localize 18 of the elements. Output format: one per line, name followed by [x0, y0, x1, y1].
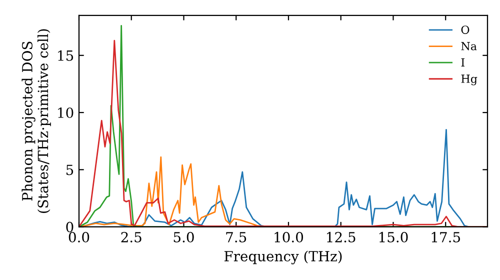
x-tick-label: 12.5: [327, 232, 356, 242]
x-tick-label: 2.5: [121, 232, 142, 242]
x-tick-label: 5.0: [174, 232, 194, 242]
legend-label: Na: [461, 42, 477, 50]
y-tick-label: 5: [66, 164, 74, 176]
legend-label: O: [461, 26, 470, 34]
x-tick-label: 10.0: [274, 232, 304, 242]
x-axis-title: Frequency (THz): [224, 250, 342, 264]
y-tick-label: 0: [66, 222, 74, 232]
x-tick-label: 7.5: [226, 232, 246, 242]
y-tick-label: 15: [58, 50, 74, 61]
legend-label: I: [461, 58, 464, 66]
y-axis-title: Phonon projected DOS (States/THz·primitive cell): [22, 29, 51, 213]
legend-label: Hg: [461, 74, 478, 86]
x-tick-label: 15.0: [379, 232, 408, 242]
x-tick-label: 17.5: [432, 232, 460, 242]
y-tick-label: 10: [58, 108, 74, 118]
x-tick-label: 0.0: [68, 232, 90, 242]
